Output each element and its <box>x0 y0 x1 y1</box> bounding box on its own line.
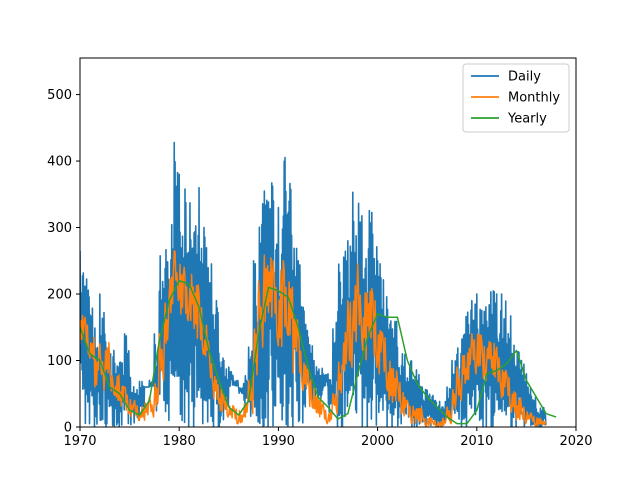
legend: Daily Monthly Yearly <box>462 63 570 133</box>
x-tick-label: 1970 <box>63 434 96 449</box>
legend-label-monthly: Monthly <box>508 91 560 106</box>
x-axis-ticks: 1970 1980 1990 2000 2010 2020 <box>63 427 593 449</box>
legend-box <box>462 63 570 133</box>
x-tick-label: 1990 <box>262 434 295 449</box>
y-tick-label: 100 <box>47 354 72 369</box>
x-tick-label: 1980 <box>163 434 196 449</box>
y-tick-label: 500 <box>47 88 72 103</box>
y-tick-label: 200 <box>47 288 72 303</box>
x-tick-label: 2000 <box>361 434 394 449</box>
axes <box>79 57 577 428</box>
y-tick-label: 300 <box>47 221 72 236</box>
x-tick-label: 2010 <box>460 434 493 449</box>
legend-label-yearly: Yearly <box>507 112 547 127</box>
y-tick-label: 400 <box>47 155 72 170</box>
legend-label-daily: Daily <box>508 70 541 85</box>
y-axis-ticks: 0 100 200 300 400 500 <box>47 88 80 436</box>
x-tick-label: 2020 <box>559 434 592 449</box>
plot-area <box>80 141 557 427</box>
plot-frame <box>79 57 577 428</box>
y-tick-label: 0 <box>64 421 72 436</box>
series-layer <box>80 141 557 427</box>
series-line-monthly <box>80 250 547 427</box>
series-line-yearly <box>80 279 557 425</box>
